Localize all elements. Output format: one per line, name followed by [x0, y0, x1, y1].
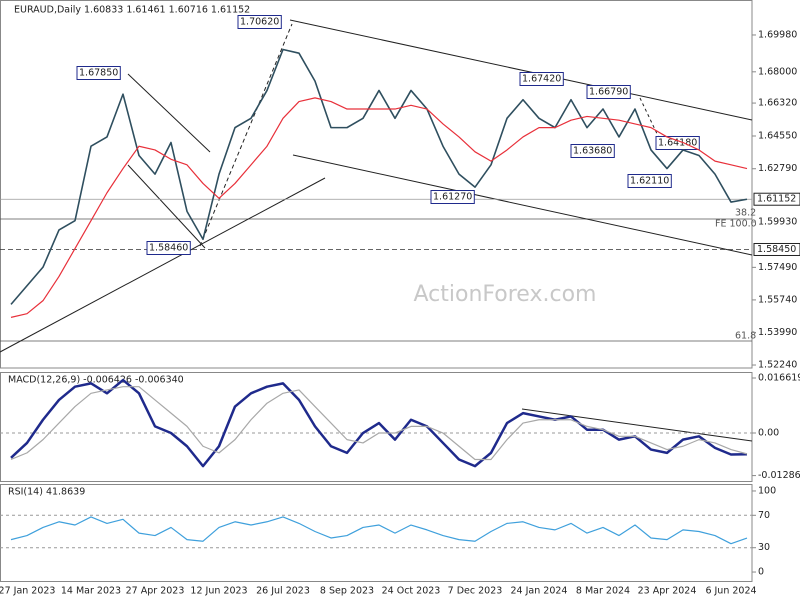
annotation: FE 100.0 [715, 219, 757, 230]
annotation-box [586, 85, 631, 99]
price-panel [0, 0, 753, 369]
x-tick-label: 8 Sep 2023 [320, 586, 374, 597]
series-line [10, 48, 748, 305]
series-line [10, 97, 748, 318]
annotation: 1.58460 [149, 243, 188, 254]
x-tick-label: 8 Mar 2024 [576, 586, 630, 597]
series-line [10, 378, 748, 468]
trend-line [199, 23, 293, 247]
annotation-box [76, 66, 121, 80]
series-line [10, 516, 748, 545]
chart-title: EURAUD,Daily 1.60833 1.61461 1.60716 1.6… [14, 5, 250, 16]
annotation: 1.61270 [433, 192, 472, 203]
y-tick-label: 100 [758, 485, 776, 496]
annotation: 61.8 [735, 331, 756, 342]
trend-line [289, 19, 753, 121]
annotation-box [570, 144, 615, 158]
y-tick-label: 1.52240 [758, 360, 797, 371]
annotation-box [430, 190, 475, 204]
y-tick-label: 70 [758, 510, 770, 521]
y-tick-label: 1.59930 [758, 216, 797, 227]
layout [0, 0, 753, 582]
annotation-box [627, 174, 672, 188]
rsi-panel [0, 484, 753, 582]
y-tick-label: 1.62790 [758, 163, 797, 174]
annotation: 1.64180 [658, 138, 697, 149]
x-tick-label: 27 Apr 2023 [126, 586, 185, 597]
annotation-box [519, 72, 564, 86]
price-label-box [753, 242, 800, 256]
annotation: 1.66790 [589, 87, 628, 98]
annotation: 1.63680 [573, 146, 612, 157]
trend-line [521, 408, 753, 442]
x-tick-label: 6 Jun 2024 [705, 586, 756, 597]
y-tick-label: 1.69980 [758, 29, 797, 40]
watermark: ActionForex.com [414, 282, 597, 307]
panel-title: RSI(14) 41.8639 [8, 487, 85, 498]
series-line [10, 386, 748, 461]
y-tick-label: 1.53990 [758, 327, 797, 338]
x-tick-label: 27 Jan 2023 [0, 586, 55, 597]
trend-line [127, 164, 206, 249]
panel-title: MACD(12,26,9) -0.006426 -0.006340 [8, 375, 184, 386]
x-tick-label: 14 Mar 2023 [61, 586, 121, 597]
annotation: 1.67850 [79, 68, 118, 79]
trend-line [127, 73, 211, 153]
annotation: 1.70620 [240, 17, 279, 28]
y-tick-label: 1.68000 [758, 66, 797, 77]
price-label: 1.61152 [757, 194, 796, 205]
x-tick-label: 24 Oct 2023 [382, 586, 441, 597]
y-tick-label: 1.55740 [758, 294, 797, 305]
annotation-box [237, 15, 282, 29]
y-tick-label: 0.00 [758, 428, 779, 439]
y-tick-label: 30 [758, 542, 770, 553]
annotation: 1.67420 [522, 74, 561, 85]
y-tick-label: 1.64550 [758, 131, 797, 142]
annotation: 38.2 [735, 208, 756, 219]
macd-panel [0, 372, 753, 482]
y-tick-label: 1.57490 [758, 262, 797, 273]
annotation-box [655, 136, 700, 150]
y-tick-label: -0.012864 [758, 470, 800, 481]
x-tick-label: 7 Dec 2023 [448, 586, 503, 597]
y-tick-label: 1.66320 [758, 98, 797, 109]
y-tick-label: 0.016619 [758, 372, 800, 383]
x-tick-label: 24 Jan 2024 [511, 586, 568, 597]
trend-line [0, 177, 326, 353]
x-tick-label: 26 Jul 2023 [256, 586, 310, 597]
price-label-box [753, 192, 800, 206]
x-tick-label: 23 Apr 2024 [638, 586, 697, 597]
trend-line [639, 97, 661, 141]
y-tick-label: 0 [758, 567, 764, 578]
x-tick-label: 12 Jun 2023 [190, 586, 247, 597]
price-label: 1.58450 [757, 244, 796, 255]
trend-line [292, 154, 753, 256]
annotation-box [146, 241, 191, 255]
annotation: 1.62110 [630, 176, 669, 187]
